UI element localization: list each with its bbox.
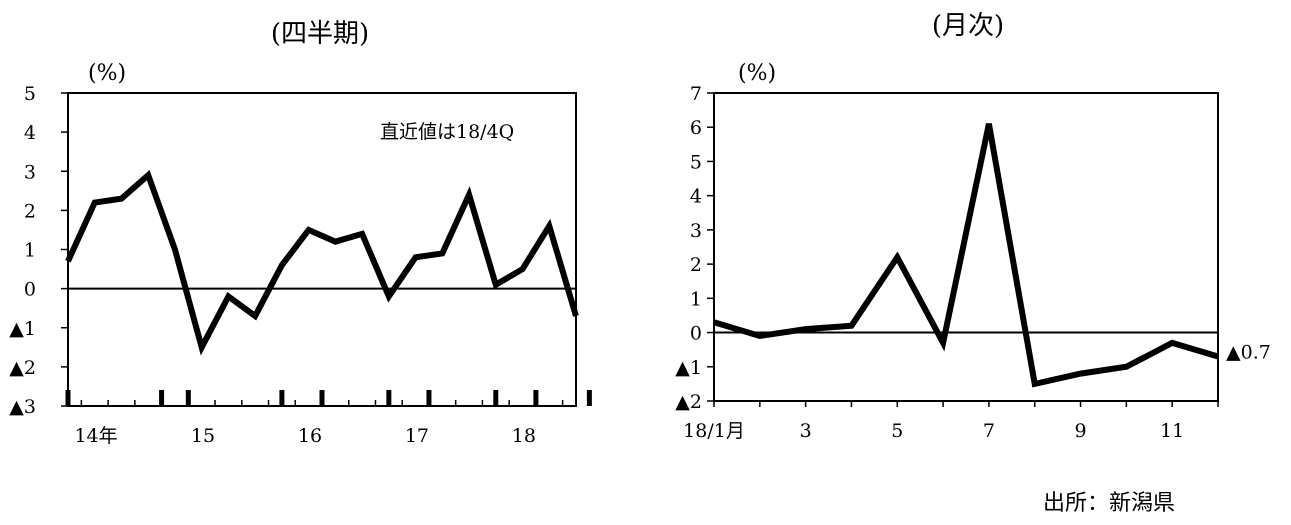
quarterly-x-tick-label: 15 — [191, 425, 215, 447]
quarterly-series-line — [65, 170, 579, 356]
quarterly-y-tick-label: 5 — [24, 83, 36, 105]
monthly-y-tick-label: 4 — [690, 186, 702, 208]
monthly-y-axis: ▲2 ▲1 0 1 2 3 4 5 6 7 — [675, 83, 714, 413]
quarterly-y-tick-label: 1 — [24, 240, 36, 262]
quarterly-chart: (四半期) (%) 直近値は18/4Q ▲3 ▲2 ▲1 0 1 2 3 4 5 14年 15 16… — [9, 19, 592, 447]
monthly-unit-label: (%) — [738, 61, 776, 86]
quarterly-y-tick-label: ▲2 — [9, 357, 36, 379]
quarterly-x-tick-label: 16 — [298, 425, 322, 447]
monthly-x-tick-label: 11 — [1160, 420, 1184, 442]
monthly-y-tick-label: 3 — [690, 220, 702, 242]
monthly-x-tick-label: 5 — [891, 420, 903, 442]
quarterly-x-tick-label: 14年 — [74, 425, 117, 447]
quarterly-y-tick-label: ▲3 — [9, 396, 36, 418]
quarterly-x-axis: 14年 15 16 17 18 — [65, 390, 592, 447]
monthly-x-tick-label: 18/1月 — [683, 420, 745, 442]
quarterly-x-tick-label: 18 — [512, 425, 536, 447]
monthly-x-axis: 18/1月 3 5 7 9 11 — [683, 401, 1219, 442]
monthly-last-value-label: ▲0.7 — [1226, 342, 1271, 364]
quarterly-y-axis: ▲3 ▲2 ▲1 0 1 2 3 4 5 — [9, 83, 68, 418]
monthly-x-tick-label: 3 — [800, 420, 812, 442]
quarterly-y-tick-label: ▲1 — [9, 318, 36, 340]
monthly-y-tick-label: 5 — [690, 151, 702, 173]
monthly-chart-title: (月次) — [932, 11, 1004, 41]
quarterly-annotation: 直近値は18/4Q — [380, 121, 514, 143]
quarterly-chart-title: (四半期) — [271, 19, 369, 49]
source-note: 出所：新潟県 — [1043, 491, 1175, 516]
monthly-y-tick-label: 2 — [690, 254, 702, 276]
quarterly-unit-label: (%) — [88, 61, 126, 86]
quarterly-y-tick-label: 4 — [24, 122, 36, 144]
monthly-y-tick-label: ▲2 — [675, 391, 702, 413]
monthly-plot-frame — [713, 92, 1219, 402]
monthly-y-tick-label: 7 — [690, 83, 702, 105]
quarterly-x-tick-label: 17 — [405, 425, 429, 447]
quarterly-y-tick-label: 2 — [24, 200, 36, 222]
monthly-chart: (月次) (%) ▲2 ▲1 0 1 2 3 4 5 6 7 18/1月 3 5 7 9 11 ▲0.7 — [675, 11, 1271, 442]
monthly-y-tick-label: ▲1 — [675, 357, 702, 379]
quarterly-plot-frame — [67, 92, 577, 407]
monthly-y-tick-label: 6 — [690, 117, 702, 139]
monthly-x-tick-label: 7 — [983, 420, 995, 442]
monthly-series-line — [713, 123, 1219, 388]
monthly-x-tick-label: 9 — [1074, 420, 1086, 442]
monthly-y-tick-label: 1 — [690, 288, 702, 310]
monthly-plot-area — [713, 92, 1219, 402]
monthly-y-tick-label: 0 — [690, 323, 702, 345]
quarterly-y-tick-label: 0 — [24, 279, 36, 301]
quarterly-y-tick-label: 3 — [24, 161, 36, 183]
quarterly-plot-area — [65, 92, 579, 407]
